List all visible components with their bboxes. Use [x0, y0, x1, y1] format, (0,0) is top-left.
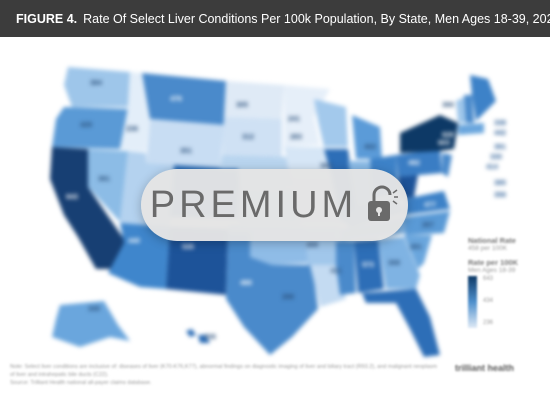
- state-value-label: 492: [408, 160, 420, 167]
- state-value-label: 476: [170, 96, 182, 103]
- state-mississippi: [336, 241, 356, 295]
- brand-logo: trilliant health: [455, 363, 515, 373]
- legend-max: 643: [483, 276, 494, 282]
- state-north-dakota: [224, 81, 284, 119]
- state-value-labels: 384 429 236 476 305 241 312 283 351 391 643 440 535 4…: [66, 80, 506, 341]
- state-value-label: 477: [424, 202, 436, 209]
- legend-min: 236: [483, 320, 494, 326]
- map-legend: National Rate 458 per 100K Rate per 100K…: [468, 236, 548, 328]
- state-value-label: 338: [494, 120, 506, 127]
- state-value-label: 305: [236, 102, 248, 109]
- footnote-source: Source: Trilliant Health national all-pa…: [10, 380, 152, 386]
- state-value-label: 366: [442, 102, 454, 109]
- state-value-label: 308: [388, 260, 400, 267]
- state-montana: [142, 73, 226, 125]
- state-texas: [226, 233, 318, 355]
- state-oregon: [52, 107, 128, 149]
- state-louisiana: [310, 265, 346, 307]
- state-value-label: 429: [80, 122, 92, 129]
- state-alabama: [354, 239, 384, 293]
- legend-national-value: 458 per 100K: [468, 245, 508, 252]
- state-value-label: 440: [128, 238, 140, 245]
- state-south-dakota: [222, 117, 282, 157]
- figure-title: Rate Of Select Liver Conditions Per 100k…: [83, 11, 550, 26]
- figure-label: FIGURE 4.: [16, 11, 78, 26]
- state-arizona: [108, 223, 170, 289]
- state-virginia: [404, 191, 450, 215]
- state-value-label: 281: [410, 244, 422, 251]
- state-new-hampshire: [464, 95, 474, 123]
- state-value-label: 330: [490, 154, 502, 161]
- state-massachusetts: [458, 123, 484, 135]
- legend-mid: 434: [483, 298, 494, 304]
- state-value-label: 411: [330, 268, 341, 275]
- legend-color-ramp: [468, 276, 477, 328]
- state-value-label: 628: [442, 132, 454, 139]
- legend-rate-title: Rate per 100K: [468, 258, 519, 267]
- state-value-label: 382: [320, 163, 332, 170]
- state-florida: [362, 289, 440, 357]
- state-value-label: 241: [288, 116, 300, 123]
- state-value-label: 267: [422, 222, 434, 229]
- state-value-label: 414: [486, 164, 498, 171]
- legend-national-title: National Rate: [468, 236, 516, 245]
- state-value-label: 236: [126, 126, 138, 133]
- state-value-label: 351: [180, 148, 192, 155]
- state-wisconsin: [314, 99, 348, 147]
- premium-text: PREMIUM: [149, 183, 358, 226]
- state-new-york: [400, 115, 458, 153]
- state-maine: [470, 75, 496, 121]
- state-washington: [64, 67, 130, 107]
- state-value-label: 283: [290, 134, 302, 141]
- state-value-label: 573: [362, 262, 374, 269]
- footnote: Note: Select liver conditions are inclus…: [10, 363, 440, 387]
- state-south-carolina: [404, 235, 432, 269]
- state-value-label: 309: [306, 242, 318, 249]
- state-value-label: 391: [494, 144, 506, 151]
- state-hawaii: [186, 329, 210, 343]
- state-michigan: [352, 115, 382, 159]
- state-value-label: 436: [204, 334, 216, 341]
- state-value-label: 391: [98, 176, 110, 183]
- state-value-label: 603: [438, 140, 450, 147]
- legend-rate-subtitle: Men Ages 18-39: [468, 267, 516, 274]
- state-nevada: [88, 149, 128, 222]
- state-value-label: 402: [364, 144, 376, 151]
- state-alaska: [52, 301, 130, 347]
- unlocked-padlock-icon: [368, 185, 399, 221]
- state-value-label: 535: [182, 244, 194, 251]
- state-value-label: 643: [66, 194, 78, 201]
- state-value-label: 442: [494, 130, 506, 137]
- state-new-jersey: [442, 153, 452, 177]
- state-california: [50, 147, 126, 269]
- state-value-label: 345: [88, 306, 100, 313]
- premium-overlay-badge[interactable]: PREMIUM: [141, 169, 408, 241]
- state-pennsylvania: [396, 149, 442, 177]
- state-value-label: 466: [240, 280, 252, 287]
- state-value-label: 312: [242, 134, 254, 141]
- state-value-label: 384: [90, 80, 102, 87]
- state-georgia: [378, 237, 420, 289]
- state-new-mexico: [166, 227, 228, 295]
- footnote-note: Note: Select liver conditions are inclus…: [10, 364, 438, 378]
- state-value-label: 358: [494, 192, 506, 199]
- state-wyoming: [146, 119, 224, 169]
- state-vermont: [456, 97, 466, 123]
- state-idaho: [120, 72, 150, 152]
- figure-header: FIGURE 4. Rate Of Select Liver Condition…: [0, 0, 550, 37]
- state-north-carolina: [404, 211, 450, 235]
- state-value-label: 288: [282, 294, 294, 301]
- state-value-label: 395: [494, 180, 506, 187]
